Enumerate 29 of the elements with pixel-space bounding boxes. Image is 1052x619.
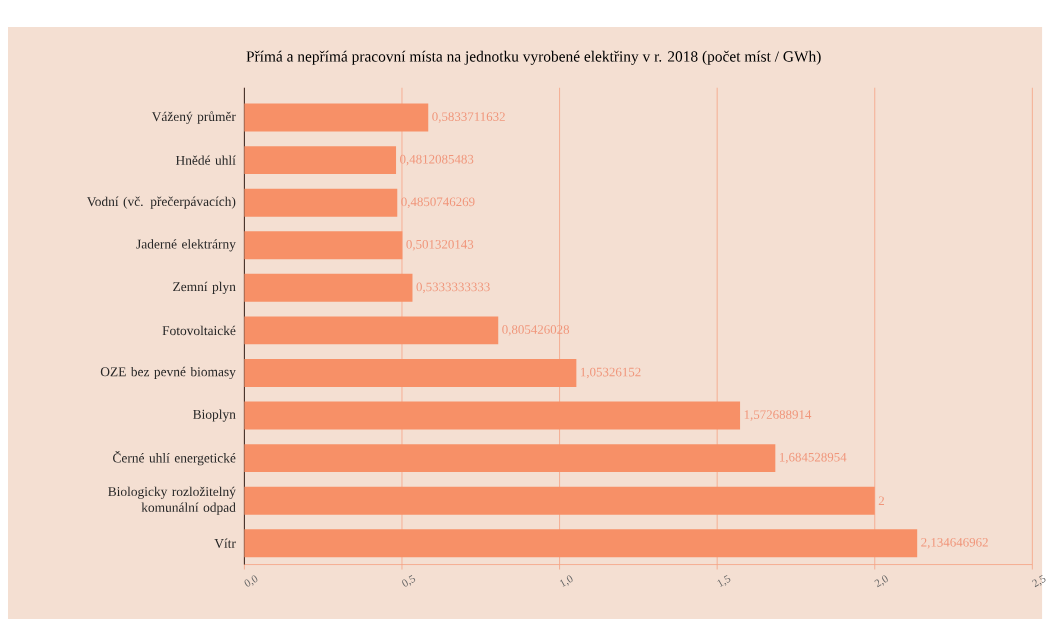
data-label: 0,5333333333 [416, 282, 490, 293]
data-label: 0,4812085483 [400, 154, 474, 166]
x-tick-label: 0,0 [244, 575, 258, 587]
y-tick-label: Vážený průměr [151, 111, 236, 124]
y-tick-label: Jaderné elektrárny [136, 238, 236, 252]
data-label: 0,501320143 [406, 239, 474, 251]
y-tick-label: Vodní (vč. přečerpávacích) [86, 196, 236, 209]
y-tick-label: Fotovoltaické [162, 325, 236, 335]
y-tick-label: OZE bez pevné biomasy [100, 366, 236, 379]
x-tick-label: 2,0 [874, 575, 888, 588]
data-label: 1,684528954 [779, 452, 847, 464]
x-tick-label: 1,5 [717, 574, 731, 587]
data-label: 0,4850746269 [401, 197, 475, 208]
data-label: 0,805426028 [502, 324, 570, 336]
data-label: 2,134646962 [921, 537, 988, 549]
y-tick-label: Hnědé uhlí [175, 155, 236, 165]
x-tick-label: 0,5 [402, 574, 416, 587]
data-label: 1,572688914 [744, 410, 812, 421]
x-tick-label: 1,0 [559, 575, 573, 587]
y-tick-label: Biologicky rozložitelný komunální odpad [108, 486, 236, 515]
y-tick-label: Bioplyn [193, 409, 236, 422]
x-tick-label: 2,5 [1031, 574, 1046, 588]
chart-title: Přímá a nepřímá pracovní místa na jednotku vyrobené elektřiny v r. 2018 (počet míst / GWh) [246, 50, 821, 65]
y-tick-label: Zemní plyn [173, 281, 236, 294]
data-label: 2 [878, 496, 885, 505]
y-tick-label: Černé uhlí energetické [113, 450, 236, 466]
data-label: 1,05326152 [581, 367, 641, 379]
y-tick-label: Vítr [214, 538, 236, 548]
data-label: 0,5833711632 [432, 112, 505, 123]
